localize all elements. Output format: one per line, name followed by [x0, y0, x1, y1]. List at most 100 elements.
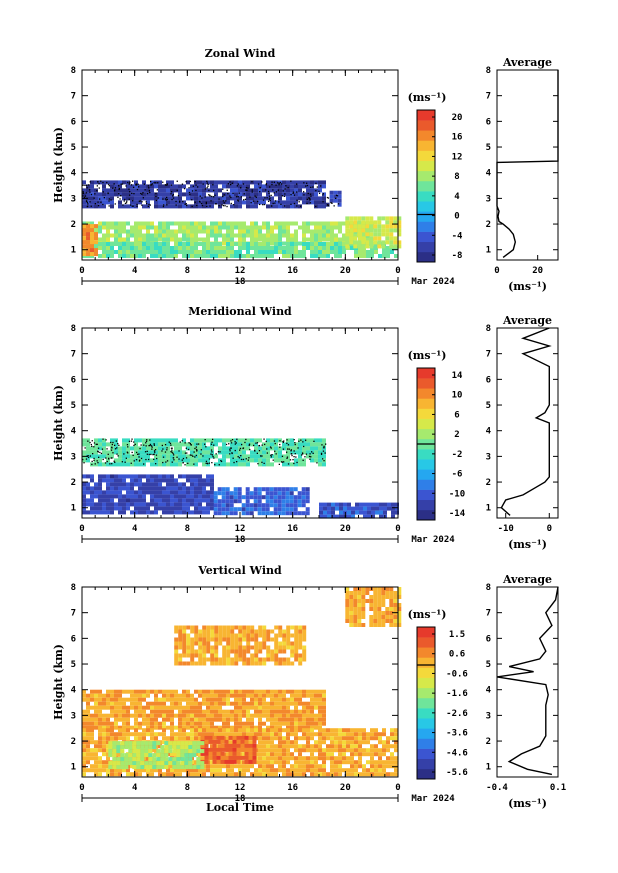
x-tick-label: 0 [395, 266, 400, 276]
colorbar-swatch [417, 378, 435, 389]
x-tick-label: 20 [340, 783, 351, 793]
panel-title: Meridional Wind [188, 305, 292, 318]
profile-title: Average [502, 56, 552, 69]
colorbar-tick-label: -6 [452, 470, 463, 480]
heatmap-region [325, 190, 342, 207]
colorbar-tick-label: 20 [452, 113, 463, 123]
colorbar-unit-label: (ms⁻¹) [408, 349, 447, 362]
colorbar-swatch [417, 211, 435, 222]
heatmap-cells [82, 180, 402, 258]
x-tick-label: 4 [132, 783, 138, 793]
colorbar-frame [416, 109, 436, 263]
colorbar-swatch [417, 479, 435, 490]
colorbar-swatch [417, 637, 435, 648]
heatmap-region [200, 735, 257, 764]
colorbar-swatch [417, 657, 435, 668]
colorbar-tick-label: -1.6 [446, 689, 468, 699]
colorbar-tick-label: 10 [452, 391, 463, 401]
colorbar-tick-label: 6 [454, 410, 459, 420]
colorbar-swatch [417, 459, 435, 470]
colorbar-swatch [417, 130, 435, 141]
colorbar-tick-label: -2.6 [446, 709, 468, 719]
colorbar-swatch [417, 469, 435, 480]
colorbar-swatch [417, 667, 435, 678]
heatmap-region [108, 741, 205, 770]
profile-y-tick-label: 2 [486, 478, 491, 488]
profile-y-tick-label: 4 [486, 427, 492, 437]
colorbar-swatch [417, 489, 435, 501]
profile-frame [496, 327, 559, 519]
y-tick-label: 6 [71, 634, 76, 644]
colorbar-tick-label: -14 [449, 509, 466, 519]
x-tick-label: 20 [340, 266, 351, 276]
profile-x-tick-label: 0.1 [550, 783, 566, 793]
y-tick-label: 5 [71, 401, 76, 411]
colorbar-tick-label: 16 [452, 133, 463, 143]
profile-y-tick-label: 7 [486, 92, 491, 102]
x-tick-label: 12 [235, 783, 246, 793]
day-label: 18 [235, 535, 246, 545]
y-tick-label: 4 [71, 427, 77, 437]
colorbar-swatch [417, 768, 435, 780]
heatmap-region [345, 216, 402, 249]
y-tick-label: 8 [71, 324, 76, 334]
x-tick-label: 0 [79, 524, 84, 534]
profile-y-tick-label: 5 [486, 401, 491, 411]
profile-y-tick-label: 3 [486, 452, 491, 462]
y-tick-label: 7 [71, 609, 76, 619]
profile-title: Average [502, 314, 552, 327]
x-tick-label: 12 [235, 524, 246, 534]
profile-frame [496, 586, 559, 778]
colorbar-tick-label: 0.6 [449, 650, 465, 660]
colorbar-swatch [417, 627, 435, 638]
x-tick-label: 16 [287, 524, 298, 534]
x-tick-label: 0 [79, 266, 84, 276]
y-tick-label: 3 [71, 452, 76, 462]
colorbar-tick-label: -0.6 [446, 669, 468, 679]
colorbar-swatch [417, 449, 435, 460]
profile-y-tick-label: 8 [486, 324, 491, 334]
profile-y-tick-label: 7 [486, 350, 491, 360]
colorbar-swatch [417, 398, 435, 409]
profile-line [496, 586, 559, 776]
colorbar-tick-label: -2 [452, 450, 463, 460]
profile-title: Average [502, 573, 552, 586]
x-tick-label: 0 [395, 783, 400, 793]
y-tick-label: 7 [71, 350, 76, 360]
colorbar: 1.5 0.6 -0.6 -1.6 -2.6 -3.6 -4.6 -5.6 [416, 626, 468, 780]
profile-frame [496, 69, 559, 261]
y-tick-label: 3 [71, 711, 76, 721]
profile-x-tick-label: 0 [547, 524, 552, 534]
colorbar-swatch [417, 150, 435, 161]
date-label: Mar 2024 [411, 535, 455, 545]
colorbar-swatch [417, 180, 435, 192]
colorbar-swatch [417, 140, 435, 151]
profile-unit-label: (ms⁻¹) [508, 280, 547, 293]
colorbar-swatch [417, 718, 435, 729]
x-tick-label: 8 [185, 524, 190, 534]
heatmap-region [82, 221, 374, 246]
x-tick-label: 4 [132, 524, 138, 534]
colorbar: 14 10 6 2 -2 -6 -10 -14 [416, 367, 466, 521]
heatmap-cells [82, 438, 399, 519]
colorbar-swatch [417, 201, 435, 212]
y-tick-label: 4 [71, 169, 77, 179]
x-tick-label: 20 [340, 524, 351, 534]
y-tick-label: 4 [71, 686, 77, 696]
y-tick-label: 7 [71, 92, 76, 102]
profile-x-tick-label: -10 [498, 524, 514, 534]
colorbar-tick-label: -4 [452, 231, 463, 241]
colorbar-swatch [417, 408, 435, 419]
colorbar-swatch [417, 647, 435, 658]
colorbar-swatch [417, 170, 435, 182]
profile-y-tick-label: 6 [486, 375, 491, 385]
colorbar-unit-label: (ms⁻¹) [408, 91, 447, 104]
colorbar-swatch [417, 368, 435, 379]
profile-x-tick-label: 20 [532, 266, 543, 276]
y-tick-label: 2 [71, 220, 76, 230]
colorbar-swatch [417, 728, 435, 739]
profile-y-tick-label: 1 [486, 763, 491, 773]
y-tick-label: 3 [71, 194, 76, 204]
